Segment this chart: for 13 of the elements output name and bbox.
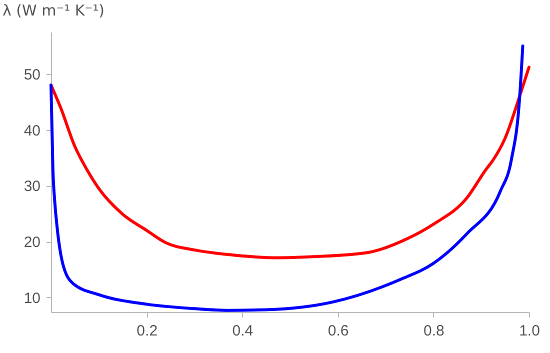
y-tick-label: 30 <box>24 178 40 196</box>
x-tick-label: 0.6 <box>328 322 349 340</box>
y-tick-label: 40 <box>24 122 40 140</box>
x-tick-label: 1.0 <box>519 322 540 340</box>
y-tick-label: 20 <box>24 234 40 252</box>
y-axis-title: λ (W m⁻¹ K⁻¹) <box>2 2 105 20</box>
line-series <box>50 66 530 260</box>
y-tick-label: 10 <box>24 290 40 307</box>
x-tick-label: 0.4 <box>232 322 254 340</box>
line-series <box>50 44 524 312</box>
x-tick-label: 0.2 <box>136 322 158 340</box>
y-tick-label: 50 <box>24 66 40 84</box>
x-tick-label: 0.8 <box>423 322 444 340</box>
